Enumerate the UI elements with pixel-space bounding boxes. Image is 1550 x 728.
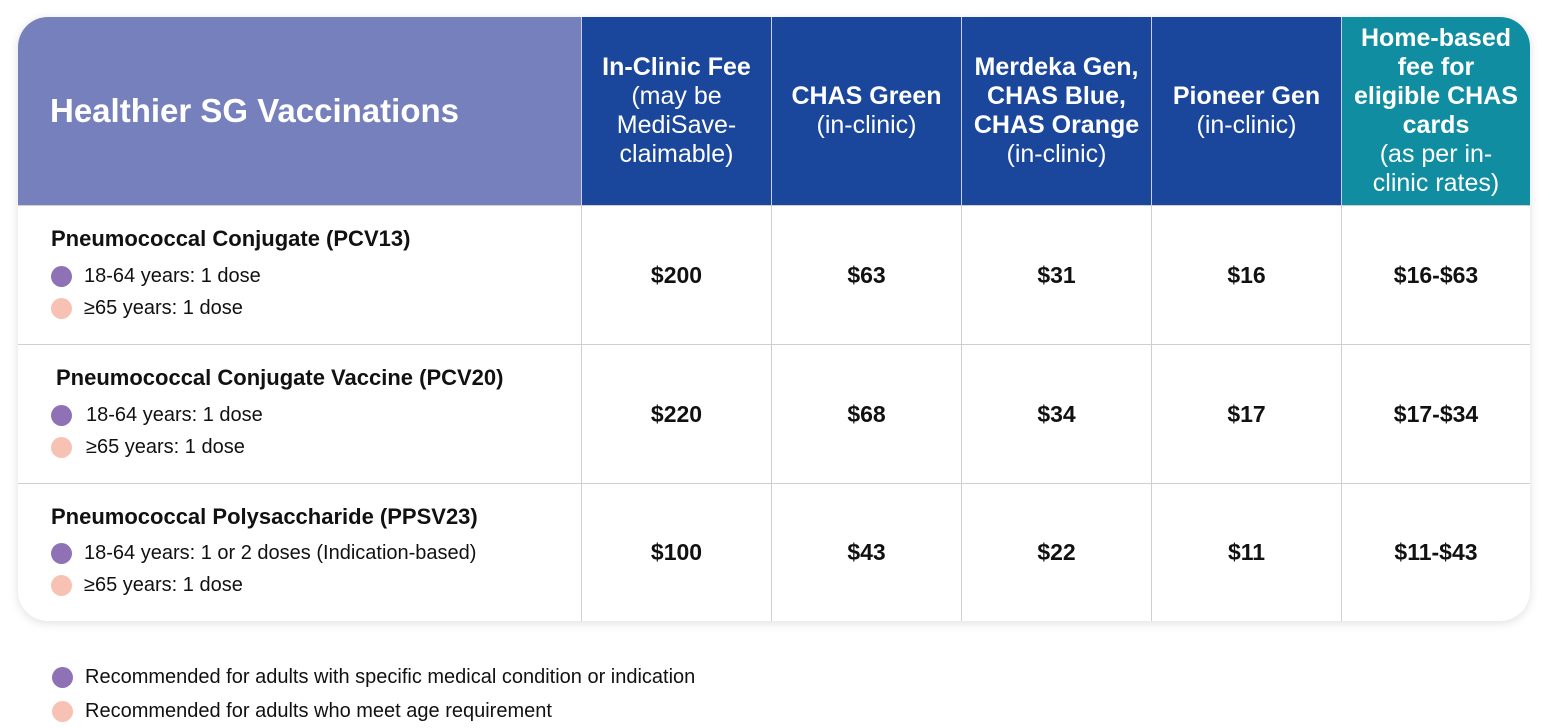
dose-item-condition: 18-64 years: 1 dose [51, 260, 581, 292]
dose-text: 18-64 years: 1 or 2 doses (Indication-ba… [84, 542, 477, 564]
col-header-pioneer-gen: Pioneer Gen (in-clinic) [1151, 17, 1341, 205]
dose-text: 18-64 years: 1 dose [86, 403, 263, 426]
legend-item-condition: Recommended for adults with specific med… [52, 660, 695, 694]
dose-item-age: ≥65 years: 1 dose [51, 431, 581, 463]
dose-text: ≥65 years: 1 dose [84, 574, 243, 596]
price-cell: $11-$43 [1341, 483, 1530, 621]
price-cell: $16-$63 [1341, 205, 1530, 344]
price-cell: $34 [961, 344, 1151, 483]
price-cell: $100 [581, 483, 771, 621]
legend-label: Recommended for adults who meet age requ… [85, 699, 552, 722]
table-row-ppsv23: Pneumococcal Polysaccharide (PPSV23) 18-… [18, 483, 581, 621]
dose-text: ≥65 years: 1 dose [84, 296, 243, 319]
col-header-title: Pioneer Gen [1172, 82, 1321, 110]
vaccine-name: Pneumococcal Conjugate (PCV13) [51, 226, 411, 251]
table-title: Healthier SG Vaccinations [18, 17, 581, 205]
price-cell: $63 [771, 205, 961, 344]
col-header-merdeka-blue-orange: Merdeka Gen, CHAS Blue, CHAS Orange (in-… [961, 17, 1151, 205]
vaccine-name: Pneumococcal Conjugate Vaccine (PCV20) [56, 365, 504, 390]
col-header-chas-green: CHAS Green (in-clinic) [771, 17, 961, 205]
col-header-subtitle: (may be MediSave-claimable) [616, 82, 737, 168]
col-header-in-clinic-fee: In-Clinic Fee (may be MediSave-claimable… [581, 17, 771, 205]
col-header-title: Merdeka Gen, CHAS Blue, CHAS Orange [973, 53, 1140, 139]
col-header-home-based: Home-based fee for eligible CHAS cards (… [1341, 17, 1530, 205]
table-row-pcv20: Pneumococcal Conjugate Vaccine (PCV20) 1… [18, 344, 581, 483]
peach-dot-icon [51, 575, 72, 596]
dose-text: 18-64 years: 1 dose [84, 264, 261, 287]
col-header-title: In-Clinic Fee [602, 53, 751, 81]
peach-dot-icon [51, 436, 72, 458]
price-cell: $22 [961, 483, 1151, 621]
peach-dot-icon [52, 700, 73, 722]
vaccination-fee-table: Healthier SG Vaccinations In-Clinic Fee … [18, 17, 1530, 621]
price-cell: $220 [581, 344, 771, 483]
col-header-title: CHAS Green [791, 82, 942, 110]
col-header-subtitle: (as per in-clinic rates) [1372, 140, 1500, 197]
price-cell: $17 [1151, 344, 1341, 483]
price-cell: $200 [581, 205, 771, 344]
table-row-pcv13: Pneumococcal Conjugate (PCV13) 18-64 yea… [18, 205, 581, 344]
legend: Recommended for adults with specific med… [52, 660, 695, 728]
dose-text: ≥65 years: 1 dose [86, 435, 245, 458]
col-header-subtitle: (in-clinic) [1006, 140, 1107, 168]
table-title-text: Healthier SG Vaccinations [50, 92, 459, 129]
col-header-subtitle: (in-clinic) [1196, 111, 1297, 139]
legend-item-age: Recommended for adults who meet age requ… [52, 694, 695, 728]
price-cell: $31 [961, 205, 1151, 344]
dose-item-age: ≥65 years: 1 dose [51, 570, 581, 602]
legend-label: Recommended for adults with specific med… [85, 665, 696, 688]
purple-dot-icon [51, 265, 72, 287]
price-cell: $17-$34 [1341, 344, 1530, 483]
purple-dot-icon [51, 543, 72, 564]
dose-item-condition: 18-64 years: 1 or 2 doses (Indication-ba… [51, 538, 581, 570]
price-cell: $43 [771, 483, 961, 621]
peach-dot-icon [51, 297, 72, 319]
price-cell: $16 [1151, 205, 1341, 344]
col-header-subtitle: (in-clinic) [816, 111, 917, 139]
purple-dot-icon [51, 404, 72, 426]
purple-dot-icon [52, 666, 73, 688]
dose-item-condition: 18-64 years: 1 dose [51, 399, 581, 431]
vaccine-name: Pneumococcal Polysaccharide (PPSV23) [51, 503, 478, 529]
col-header-title: Home-based fee for eligible CHAS cards [1354, 24, 1518, 139]
price-cell: $11 [1151, 483, 1341, 621]
price-cell: $68 [771, 344, 961, 483]
dose-item-age: ≥65 years: 1 dose [51, 292, 581, 324]
